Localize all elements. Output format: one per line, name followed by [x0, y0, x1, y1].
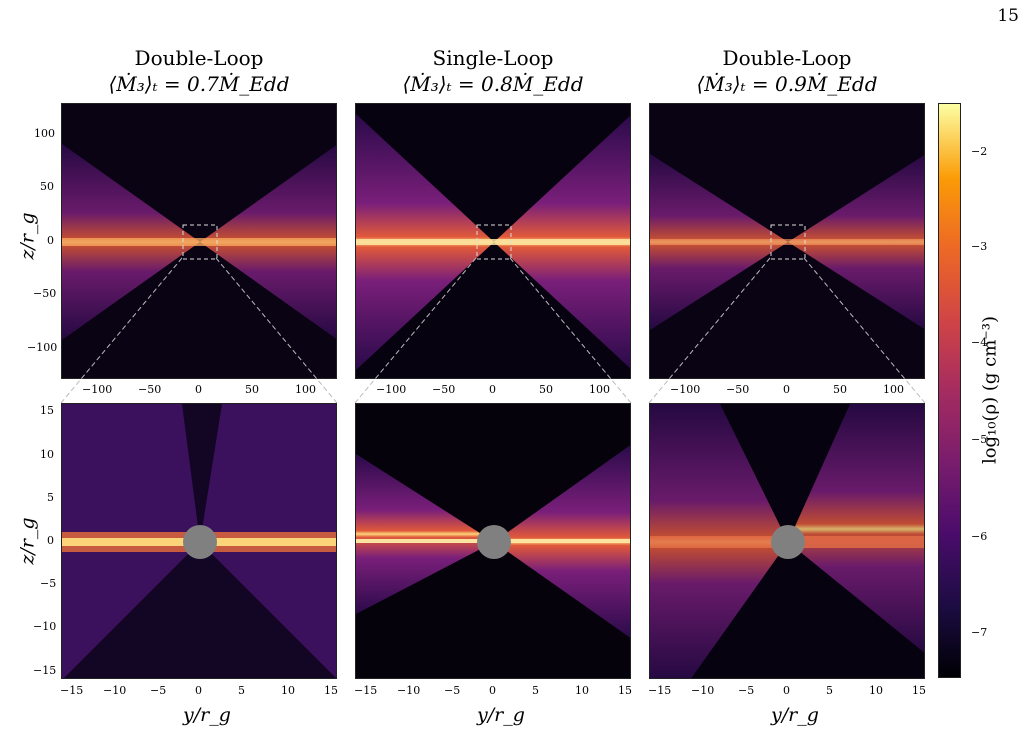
colorbar-tick: −4: [971, 336, 988, 349]
top-xtick: 100: [589, 383, 610, 396]
top-xtick: 100: [883, 383, 904, 396]
top-xtick: −50: [138, 383, 162, 396]
colorbar: [938, 103, 961, 678]
bottom-panel-single-loop: [355, 403, 631, 679]
bottom-xtick: 10: [575, 684, 589, 697]
top-xtick: −100: [670, 383, 701, 396]
column-title-1: Double-Loop ⟨Ṁ₃⟩ₜ = 0.7Ṁ_Edd: [59, 45, 339, 97]
top-ytick: 50: [40, 180, 54, 193]
top-panel-double-loop-1: [61, 103, 337, 379]
bottom-xlabel-1: y/r_g: [183, 704, 231, 726]
colorbar-label: log₁₀(ρ) (g cm⁻³): [979, 315, 1001, 465]
top-panel-single-loop: [355, 103, 631, 379]
top-xtick: 50: [245, 383, 259, 396]
top-xtick: −50: [726, 383, 750, 396]
top-panel-double-loop-2: [649, 103, 925, 379]
bottom-xtick: −10: [397, 684, 421, 697]
bottom-xtick: 0: [195, 684, 202, 697]
bottom-ylabel: z/r_g: [16, 517, 39, 565]
bottom-panel-double-loop-2: [649, 403, 925, 679]
bottom-xtick: −5: [150, 684, 167, 697]
bottom-xtick: 15: [618, 684, 632, 697]
bottom-xtick: 5: [238, 684, 245, 697]
column-title-main: Single-Loop: [432, 46, 554, 70]
black-hole-disk: [477, 525, 511, 559]
black-hole-disk: [771, 525, 805, 559]
column-title-main: Double-Loop: [134, 46, 264, 70]
top-ytick: −100: [27, 341, 58, 354]
top-xtick: −100: [376, 383, 407, 396]
bottom-xtick: 15: [912, 684, 926, 697]
colorbar-tick: −2: [971, 145, 988, 158]
bottom-xtick: −10: [691, 684, 715, 697]
column-title-accretion: ⟨Ṁ₃⟩ₜ = 0.7Ṁ_Edd: [108, 72, 290, 96]
column-title-accretion: ⟨Ṁ₃⟩ₜ = 0.9Ṁ_Edd: [696, 72, 878, 96]
bottom-ytick: 0: [47, 534, 54, 547]
bottom-xlabel-2: y/r_g: [477, 704, 525, 726]
bottom-xtick: −10: [103, 684, 127, 697]
colorbar-tick: −7: [971, 626, 988, 639]
bottom-xtick: 15: [324, 684, 338, 697]
column-title-main: Double-Loop: [722, 46, 852, 70]
top-ytick: 100: [34, 127, 55, 140]
bottom-ytick: −15: [33, 664, 57, 677]
bottom-xtick: 0: [489, 684, 496, 697]
bottom-xtick: 5: [532, 684, 539, 697]
bottom-xtick: 10: [869, 684, 883, 697]
top-xtick: 50: [539, 383, 553, 396]
top-xtick: 0: [195, 383, 202, 396]
top-ytick: 0: [47, 234, 54, 247]
top-xtick: 100: [295, 383, 316, 396]
top-xtick: 0: [783, 383, 790, 396]
colorbar-tick: −6: [971, 530, 988, 543]
column-title-accretion: ⟨Ṁ₃⟩ₜ = 0.8Ṁ_Edd: [402, 72, 584, 96]
bottom-ytick: −5: [40, 577, 57, 590]
black-hole-disk: [183, 525, 217, 559]
top-xtick: 50: [833, 383, 847, 396]
bottom-panel-double-loop-1: [61, 403, 337, 679]
bottom-ytick: 10: [40, 448, 54, 461]
top-xtick: 0: [489, 383, 496, 396]
bottom-xtick: −5: [444, 684, 461, 697]
column-title-3: Double-Loop ⟨Ṁ₃⟩ₜ = 0.9Ṁ_Edd: [647, 45, 927, 97]
column-title-2: Single-Loop ⟨Ṁ₃⟩ₜ = 0.8Ṁ_Edd: [353, 45, 633, 97]
bottom-ytick: −10: [33, 620, 57, 633]
bottom-xtick: −15: [354, 684, 378, 697]
colorbar-tick: −5: [971, 433, 988, 446]
top-xtick: −50: [432, 383, 456, 396]
bottom-xtick: 0: [783, 684, 790, 697]
bottom-xlabel-3: y/r_g: [771, 704, 819, 726]
bottom-ytick: 5: [47, 491, 54, 504]
bottom-xtick: 10: [281, 684, 295, 697]
bottom-xtick: −15: [648, 684, 672, 697]
top-ytick: −50: [33, 287, 57, 300]
colorbar-tick: −3: [971, 240, 988, 253]
top-ylabel: z/r_g: [16, 212, 39, 260]
bottom-xtick: −5: [738, 684, 755, 697]
top-xtick: −100: [82, 383, 113, 396]
bottom-xtick: −15: [60, 684, 84, 697]
bottom-ytick: 15: [40, 404, 54, 417]
bottom-xtick: 5: [826, 684, 833, 697]
page-number: 15: [997, 6, 1019, 26]
